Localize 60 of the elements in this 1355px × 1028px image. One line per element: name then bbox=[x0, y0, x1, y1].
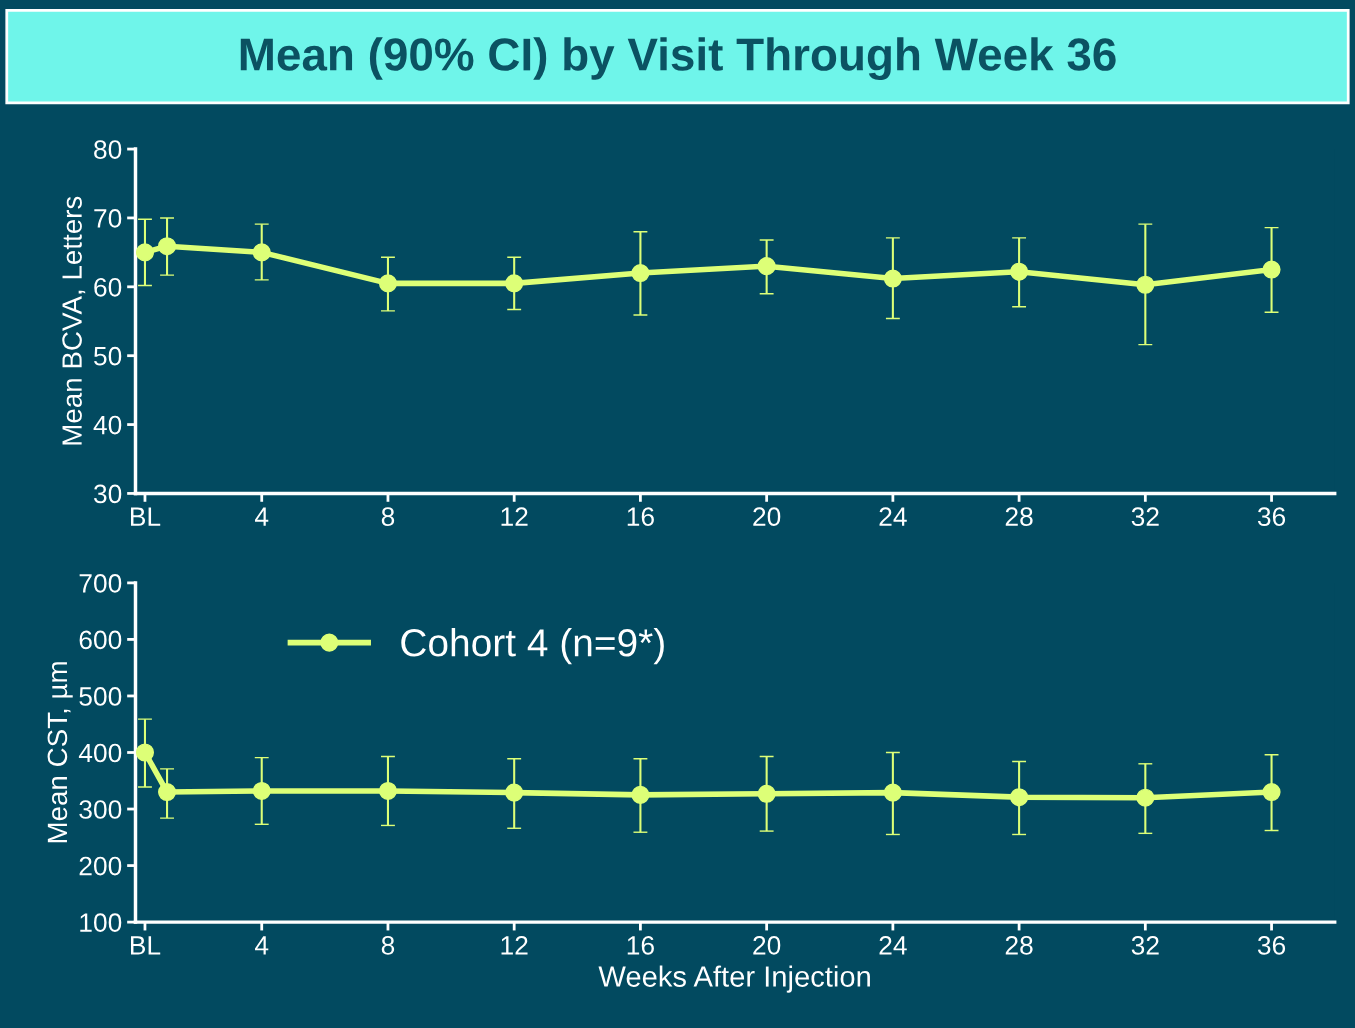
point bbox=[158, 237, 177, 256]
point bbox=[631, 785, 650, 804]
y-tick-label: 300 bbox=[79, 800, 122, 819]
x-axis-title: Weeks After Injection bbox=[598, 965, 870, 993]
y-tick-label: 40 bbox=[93, 415, 122, 435]
x-tick-label: 20 bbox=[753, 936, 781, 955]
chart-title: Mean (90% CI) by Visit Through Week 36 bbox=[240, 37, 1116, 81]
x-tick-label: 12 bbox=[501, 507, 528, 526]
x-tick-label: 36 bbox=[1257, 936, 1286, 955]
x-tick-label: 20 bbox=[753, 507, 781, 527]
y-tick-label: 500 bbox=[79, 687, 122, 706]
point bbox=[1262, 260, 1281, 279]
x-tick-label: 8 bbox=[381, 507, 395, 527]
point bbox=[252, 243, 271, 262]
point bbox=[883, 783, 902, 802]
y-tick-label: 100 bbox=[80, 913, 122, 932]
legend-label: Cohort 4 (n=9*) bbox=[401, 628, 664, 665]
x-tick-label: 12 bbox=[501, 936, 528, 955]
x-tick-label: 24 bbox=[879, 507, 907, 526]
y-tick-label: 60 bbox=[94, 277, 122, 297]
y-tick-label: 200 bbox=[79, 856, 122, 876]
point bbox=[135, 243, 154, 262]
x-tick-label: 4 bbox=[255, 936, 269, 955]
point bbox=[505, 783, 524, 802]
x-tick-label: 8 bbox=[381, 936, 395, 955]
x-tick-label: BL bbox=[130, 936, 161, 955]
x-tick-label: 32 bbox=[1131, 507, 1159, 527]
y-axis-title: Mean CST, µm bbox=[47, 662, 73, 843]
y-tick-label: 50 bbox=[94, 346, 122, 366]
point bbox=[378, 781, 397, 800]
x-tick-label: BL bbox=[130, 507, 161, 526]
x-tick-label: 32 bbox=[1131, 936, 1159, 955]
point bbox=[631, 264, 650, 283]
point bbox=[1010, 262, 1029, 281]
y-tick-label: 30 bbox=[93, 484, 122, 504]
point bbox=[883, 269, 902, 288]
y-tick-label: 80 bbox=[94, 140, 122, 159]
point bbox=[757, 257, 776, 276]
x-tick-label: 16 bbox=[627, 936, 654, 955]
point bbox=[378, 274, 397, 293]
y-tick-label: 600 bbox=[79, 630, 122, 650]
point bbox=[1010, 788, 1029, 807]
point bbox=[757, 784, 776, 803]
x-tick-label: 16 bbox=[627, 507, 654, 527]
point bbox=[1262, 783, 1281, 802]
x-tick-label: 4 bbox=[255, 507, 269, 526]
point bbox=[252, 781, 271, 800]
y-tick-label: 700 bbox=[79, 574, 122, 593]
point bbox=[158, 783, 177, 802]
point bbox=[1136, 275, 1155, 294]
x-tick-label: 24 bbox=[879, 936, 907, 955]
point bbox=[1136, 788, 1155, 807]
point bbox=[135, 743, 154, 762]
x-tick-label: 28 bbox=[1005, 507, 1033, 527]
y-axis-title: Mean BCVA, Letters bbox=[62, 196, 86, 445]
x-tick-label: 36 bbox=[1257, 507, 1286, 527]
x-tick-label: 28 bbox=[1005, 936, 1033, 955]
point bbox=[505, 274, 524, 293]
y-tick-label: 400 bbox=[78, 743, 122, 763]
y-tick-label: 70 bbox=[94, 209, 122, 228]
